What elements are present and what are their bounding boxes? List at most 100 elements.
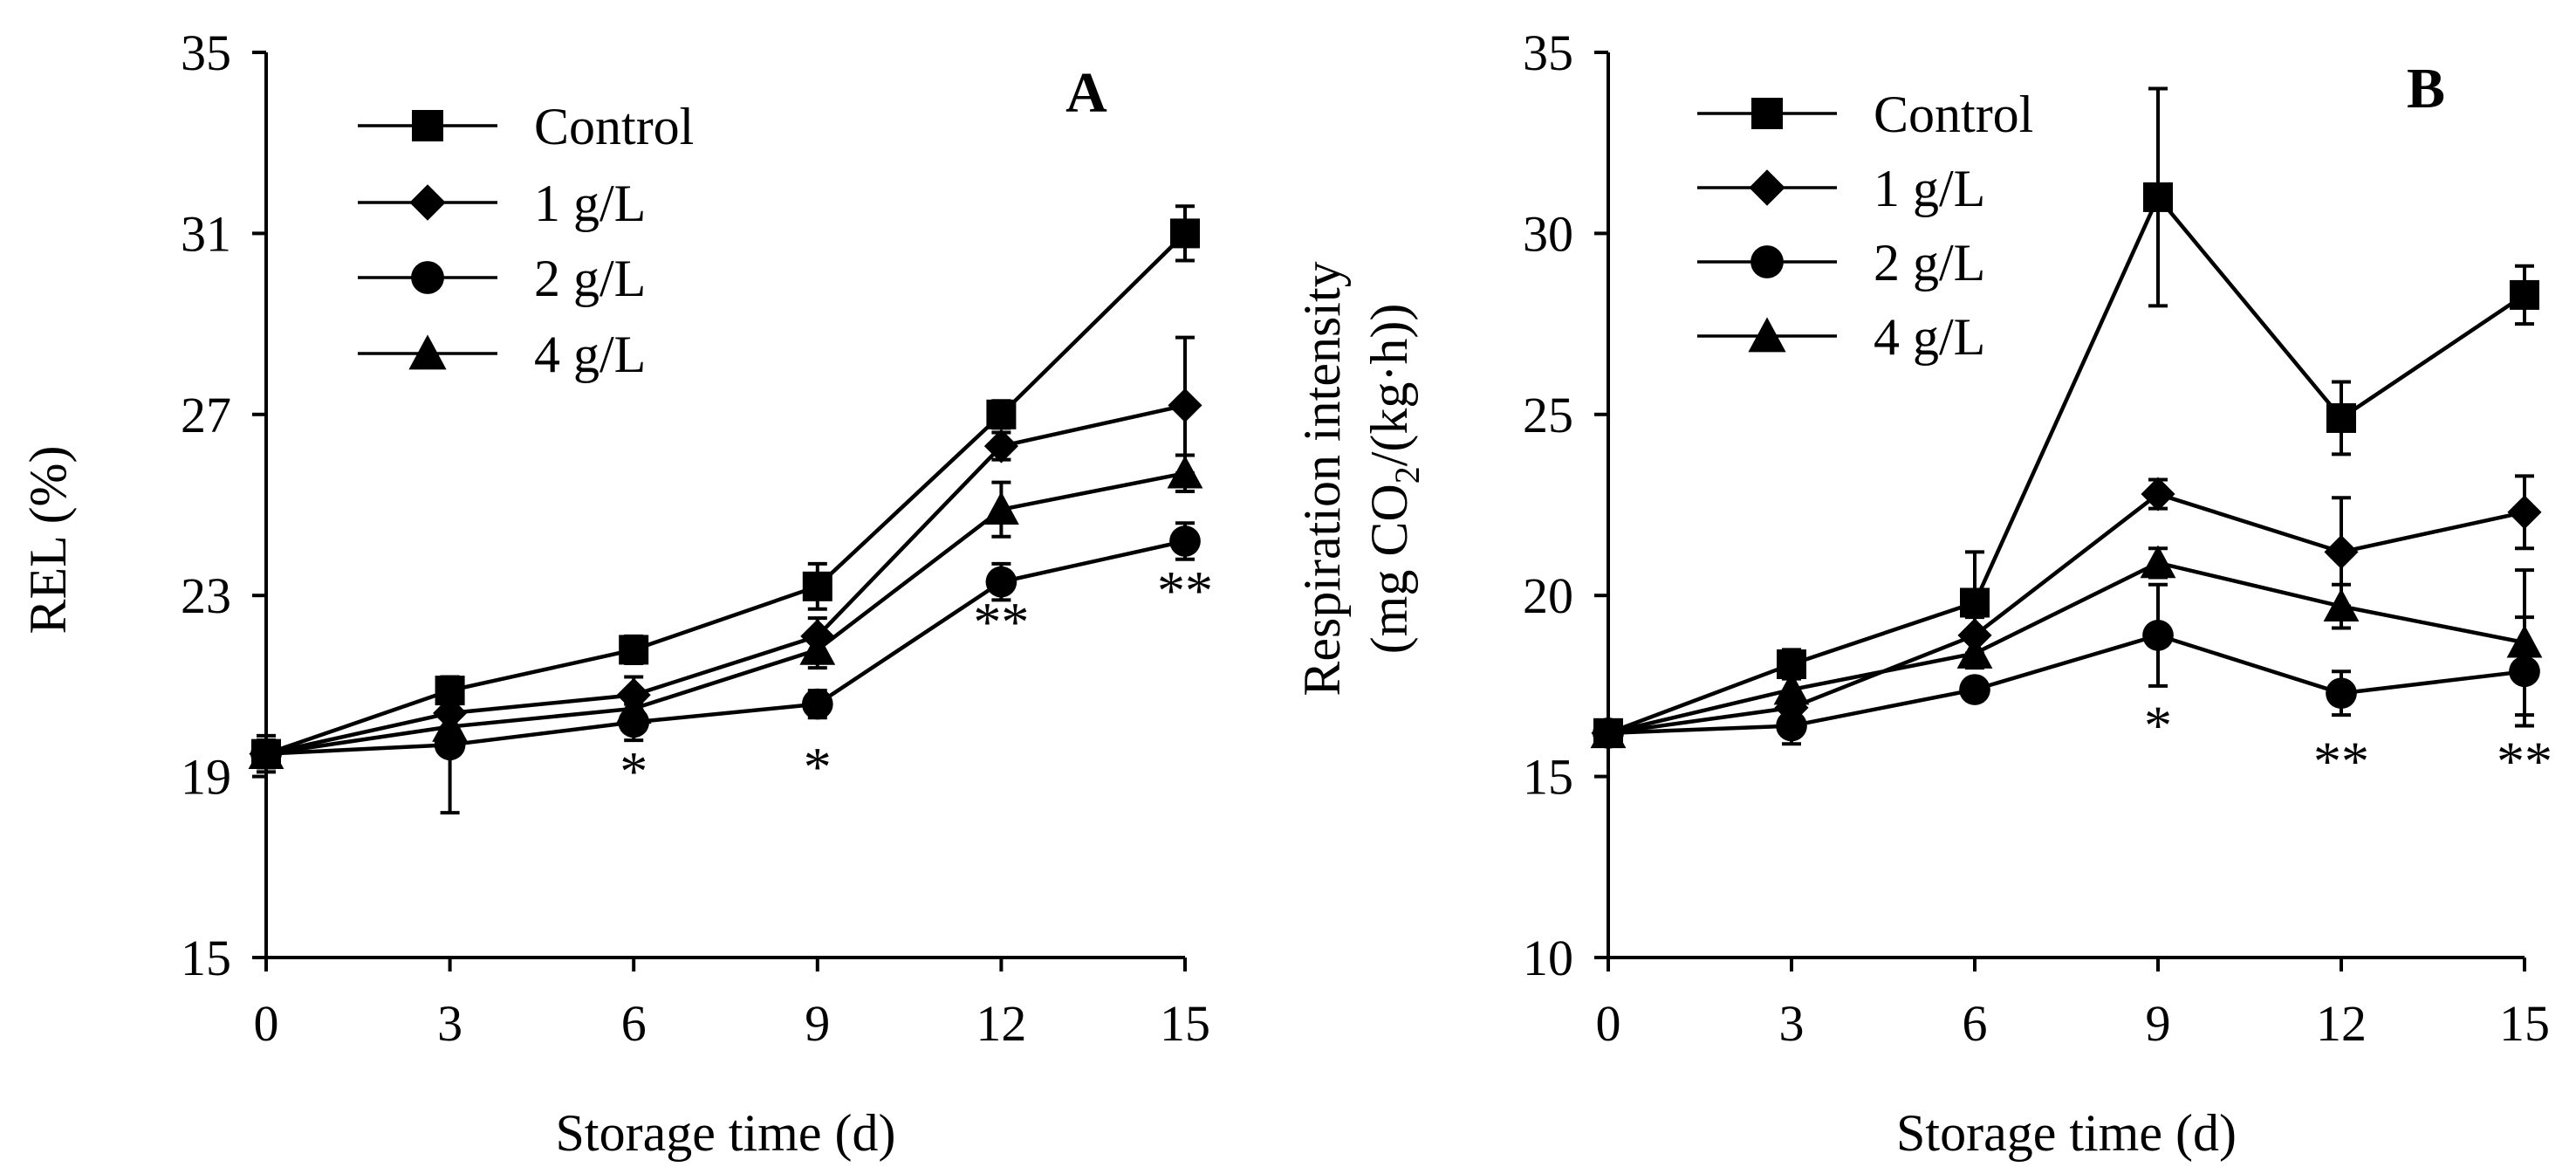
data-point	[986, 399, 1017, 429]
data-point	[799, 632, 836, 665]
significance-mark: **	[973, 591, 1029, 653]
legend-marker	[412, 110, 443, 141]
legend-marker	[1748, 317, 1786, 353]
data-point	[2326, 677, 2357, 710]
legend-label: Control	[534, 98, 694, 155]
data-point	[983, 429, 1018, 463]
y-tick-label: 15	[1523, 749, 1573, 806]
data-point	[2143, 182, 2173, 212]
y-axis-title: REL (%)	[19, 445, 77, 634]
data-point	[1590, 715, 1627, 749]
series-line	[265, 470, 1186, 756]
legend-label: 2 g/L	[1874, 234, 1985, 292]
legend-marker	[411, 261, 444, 294]
y-tick-label: 20	[1523, 567, 1573, 624]
data-point	[1956, 635, 1993, 669]
data-point	[432, 709, 468, 742]
panel-a: 15 19 23 27 31 35 0 3 6 9 12 15 Storage time (d) REL …	[19, 24, 1213, 1162]
y-tick-label: 10	[1523, 930, 1573, 986]
y-axis-title-prefix: (mg CO	[1360, 484, 1418, 654]
data-point	[1169, 525, 1201, 557]
data-point	[248, 736, 284, 770]
legend-marker	[1751, 98, 1783, 129]
y-tick-label: 31	[181, 205, 231, 262]
x-tick-label: 15	[1160, 995, 1210, 1052]
series-line	[1607, 193, 2526, 735]
y-axis-title-line2: (mg CO2/(kg·h))	[1360, 304, 1427, 655]
data-point	[1957, 618, 1992, 653]
significance-mark: *	[2144, 694, 2172, 756]
data-point	[983, 491, 1019, 525]
legend-marker	[1749, 169, 1785, 206]
data-point	[801, 688, 833, 720]
data-point	[1776, 710, 1807, 742]
y-tick-label: 35	[181, 24, 231, 81]
y-tick-label: 27	[181, 387, 231, 443]
series-circle	[250, 521, 1201, 815]
series-triangle	[248, 453, 1203, 770]
data-point	[1773, 671, 1810, 705]
x-tick-label: 15	[2499, 995, 2550, 1052]
y-axis-title-subscript: 2	[1387, 466, 1427, 484]
x-axis-title: Storage time (d)	[1896, 1104, 2237, 1162]
y-tick-label: 15	[181, 930, 231, 986]
legend-label: 4 g/L	[534, 326, 646, 383]
series-square	[251, 204, 1200, 774]
y-tick-label: 30	[1523, 205, 1573, 262]
series-line	[265, 403, 1186, 756]
series-line	[265, 231, 1187, 756]
significance-mark: **	[2497, 731, 2552, 793]
data-point	[1170, 218, 1200, 249]
legend-label: 1 g/L	[534, 175, 646, 232]
x-tick-label: 9	[805, 995, 830, 1052]
y-tick-label: 23	[181, 567, 231, 624]
y-axis-title-suffix: /(kg·h))	[1360, 304, 1418, 467]
series-line	[1607, 491, 2525, 736]
data-point	[802, 571, 832, 601]
data-point	[619, 635, 649, 665]
significance-mark: *	[804, 736, 832, 798]
y-tick-label: 25	[1523, 387, 1573, 443]
x-tick-label: 0	[1596, 995, 1621, 1052]
data-point	[1959, 674, 1990, 705]
x-tick-label: 3	[437, 995, 462, 1052]
x-tick-label: 3	[1779, 995, 1805, 1052]
legend-label: 4 g/L	[1874, 308, 1985, 366]
series-diamond	[1591, 474, 2542, 751]
data-point	[2506, 624, 2543, 658]
legend-marker	[408, 334, 447, 370]
panel-letter: B	[2407, 57, 2445, 120]
data-point	[2510, 279, 2539, 310]
data-point	[1167, 455, 1203, 489]
legend-label: 1 g/L	[1874, 160, 1985, 217]
y-tick-label: 19	[181, 749, 231, 806]
panel-b: 10 15 20 25 30 35 0 3 6 9 12 15 Storage time (d) Resp…	[1293, 24, 2552, 1162]
data-point	[1960, 587, 1990, 618]
data-point	[2142, 619, 2174, 651]
data-point	[985, 566, 1017, 598]
legend-label: 2 g/L	[534, 250, 646, 307]
x-tick-label: 6	[621, 995, 647, 1052]
data-point	[2140, 545, 2176, 579]
series-line	[1607, 633, 2525, 736]
x-tick-label: 12	[2316, 995, 2367, 1052]
series-triangle	[1590, 545, 2543, 749]
panel-letter: A	[1065, 61, 1107, 125]
x-tick-label: 12	[976, 995, 1026, 1052]
legend-marker	[1750, 245, 1784, 278]
data-point	[2324, 534, 2359, 569]
legend-label: Control	[1874, 86, 2033, 143]
data-point	[2323, 588, 2360, 621]
significance-mark: **	[2313, 731, 2369, 793]
series-line	[265, 539, 1186, 756]
data-point	[1168, 388, 1202, 422]
data-point	[2507, 495, 2542, 530]
legend-marker	[409, 184, 446, 221]
x-tick-label: 9	[2146, 995, 2171, 1052]
x-tick-label: 0	[254, 995, 279, 1052]
x-tick-label: 6	[1963, 995, 1988, 1052]
series-diamond	[249, 335, 1202, 772]
y-tick-label: 35	[1523, 24, 1573, 81]
data-point	[2326, 402, 2356, 433]
